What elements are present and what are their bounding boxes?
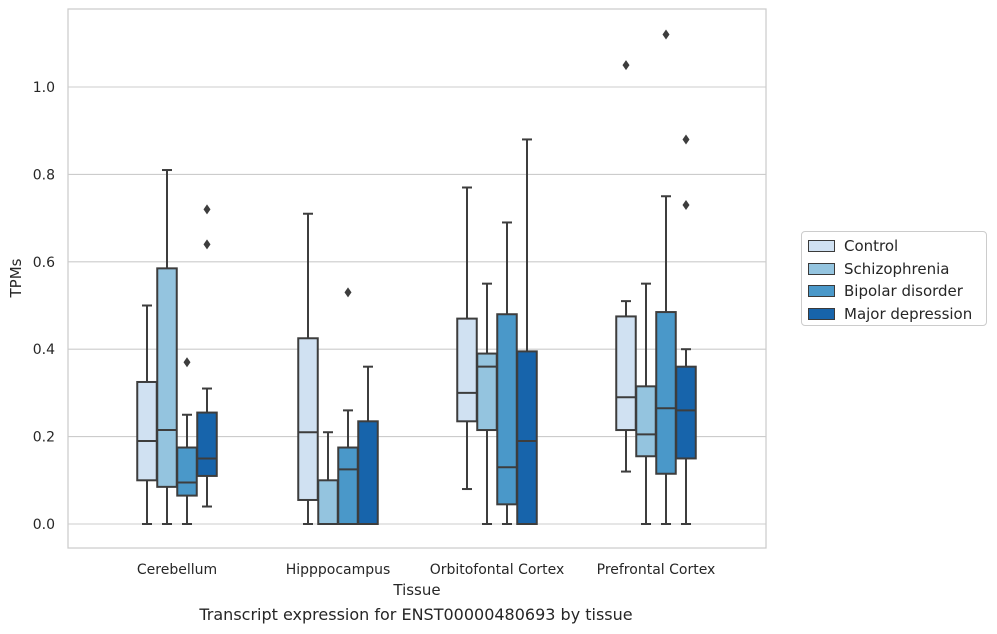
legend: Control Schizophrenia Bipolar disorder Majo… <box>801 231 987 326</box>
y-axis-ticks: 0.0 0.2 0.4 0.6 0.8 1.0 Cerebellum Hipppocampus… <box>33 80 716 578</box>
outlier-point <box>622 60 630 71</box>
boxes <box>136 29 697 526</box>
box-control <box>456 186 478 491</box>
box-bipolar-disorder <box>337 287 359 525</box>
y-tick-label: 0.0 <box>33 517 55 533</box>
y-tick-label: 0.2 <box>33 430 55 446</box>
y-tick-label: 0.4 <box>33 342 55 358</box>
chart-title: Transcript expression for ENST0000048069… <box>199 605 633 624</box>
y-tick-label: 0.6 <box>33 255 55 271</box>
legend-item: Bipolar disorder <box>808 280 986 303</box>
box-bipolar-disorder <box>176 357 198 525</box>
box-iqr <box>136 380 158 482</box>
box-major-depression <box>675 134 697 525</box>
box-schizophrenia <box>317 431 339 525</box>
plot-frame <box>67 8 767 549</box>
x-axis-label: Tissue <box>392 581 440 599</box>
box-iqr <box>635 385 657 458</box>
box-iqr <box>456 317 478 423</box>
box-iqr <box>196 411 218 477</box>
box-iqr <box>615 315 637 432</box>
box-iqr <box>655 311 677 475</box>
outlier-point <box>203 239 211 250</box>
box-major-depression <box>357 365 379 525</box>
box-control <box>615 60 637 473</box>
x-tick-label: Cerebellum <box>137 562 217 578</box>
box-iqr <box>357 420 379 525</box>
box-iqr <box>476 352 498 432</box>
outlier-point <box>682 199 690 210</box>
outlier-point <box>183 357 191 368</box>
box-schizophrenia <box>156 169 178 525</box>
legend-item: Major depression <box>808 303 986 326</box>
box-iqr <box>176 446 198 497</box>
legend-item: Schizophrenia <box>808 258 986 281</box>
box-iqr <box>156 267 178 488</box>
legend-label: Bipolar disorder <box>844 282 963 301</box>
box-iqr <box>496 313 518 506</box>
legend-swatch <box>808 307 835 320</box>
legend-swatch <box>808 285 835 298</box>
legend-label: Control <box>844 237 899 256</box>
box-iqr <box>297 337 319 501</box>
x-tick-label: Orbitofontal Cortex <box>430 562 565 578</box>
legend-item: Control <box>808 235 986 258</box>
box-bipolar-disorder <box>655 29 677 525</box>
box-iqr <box>337 446 359 525</box>
outlier-point <box>203 204 211 215</box>
legend-swatch <box>808 262 835 275</box>
box-major-depression <box>196 204 218 508</box>
legend-label: Major depression <box>844 304 973 323</box>
y-tick-label: 0.8 <box>33 167 55 183</box>
box-major-depression <box>516 138 538 526</box>
y-axis-label: TPMs <box>7 258 25 298</box>
box-iqr <box>516 350 538 526</box>
legend-label: Schizophrenia <box>844 259 950 278</box>
box-bipolar-disorder <box>496 221 518 525</box>
legend-swatch <box>808 240 835 253</box>
outlier-point <box>662 29 670 40</box>
box-iqr <box>317 479 339 525</box>
x-tick-label: Prefrontal Cortex <box>597 562 716 578</box>
box-iqr <box>675 365 697 460</box>
box-control <box>136 304 158 525</box>
box-schizophrenia <box>635 282 657 525</box>
y-tick-label: 1.0 <box>33 80 55 96</box>
box-control <box>297 212 319 525</box>
x-tick-label: Hipppocampus <box>286 562 391 578</box>
outlier-point <box>682 134 690 145</box>
outlier-point <box>344 287 352 298</box>
box-schizophrenia <box>476 282 498 525</box>
